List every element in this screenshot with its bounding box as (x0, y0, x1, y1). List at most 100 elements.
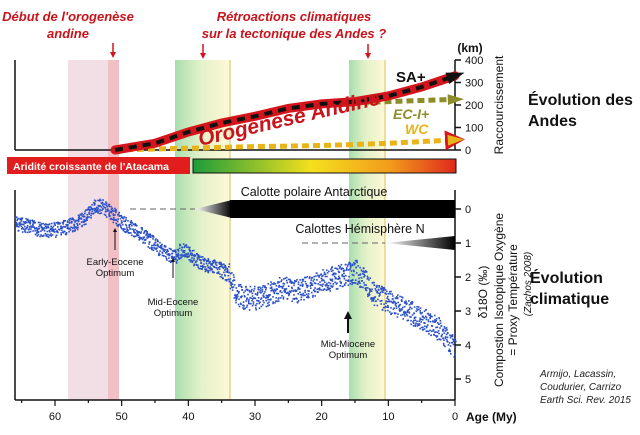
isotope-point (48, 223, 51, 225)
isotope-point (161, 251, 163, 254)
isotope-point (43, 227, 46, 229)
isotope-point (440, 335, 443, 337)
isotope-point (332, 269, 334, 272)
isotope-point (126, 230, 128, 233)
isotope-point (337, 264, 340, 267)
isotope-point (342, 267, 344, 270)
annotation-mid-miocene-line1: Mid-Miocene (321, 339, 375, 350)
isotope-point (191, 257, 193, 259)
isotope-point (258, 289, 260, 291)
isotope-point (121, 221, 123, 223)
isotope-point (325, 285, 327, 287)
isotope-point (251, 288, 253, 291)
isotope-point (37, 221, 40, 224)
isotope-point (372, 281, 374, 284)
isotope-point (438, 332, 440, 335)
isotope-point (26, 231, 29, 234)
isotope-point (340, 281, 342, 284)
isotope-point (371, 300, 373, 302)
isotope-point (74, 230, 76, 232)
isotope-point (134, 228, 137, 231)
isotope-point (88, 216, 90, 218)
isotope-point (235, 296, 237, 298)
isotope-point (171, 255, 173, 258)
isotope-point (454, 353, 456, 356)
isotope-point (187, 252, 189, 255)
isotope-point (57, 228, 60, 231)
isotope-point (17, 217, 20, 220)
isotope-point (178, 256, 180, 259)
isotope-point (268, 299, 271, 301)
isotope-point (115, 219, 118, 221)
isotope-point (203, 266, 205, 268)
isotope-point (378, 292, 381, 295)
isotope-point (143, 230, 146, 233)
isotope-point (370, 297, 373, 299)
isotope-point (64, 219, 66, 222)
isotope-point (122, 223, 124, 226)
isotope-point (434, 318, 436, 321)
isotope-point (418, 324, 421, 326)
isotope-point (261, 289, 264, 291)
isotope-point (32, 223, 34, 226)
isotope-point (82, 216, 85, 218)
isotope-point (332, 283, 335, 285)
y-tick-label-top: 0 (465, 145, 471, 157)
isotope-point (250, 302, 252, 305)
isotope-point (347, 269, 350, 271)
isotope-point (376, 291, 378, 294)
isotope-point (449, 334, 451, 337)
isotope-point (408, 311, 410, 313)
isotope-point (364, 271, 366, 273)
isotope-point (251, 295, 254, 297)
isotope-point (266, 296, 268, 299)
isotope-point (384, 306, 386, 309)
isotope-point (299, 279, 301, 281)
isotope-point (259, 287, 262, 290)
isotope-point (257, 300, 259, 302)
isotope-point (304, 289, 306, 292)
isotope-point (397, 294, 399, 296)
isotope-point (21, 231, 24, 233)
isotope-point (85, 209, 87, 211)
series-sa-line (110, 71, 460, 155)
isotope-point (230, 283, 233, 286)
isotope-point (412, 324, 415, 327)
isotope-point (37, 231, 40, 233)
isotope-point (16, 225, 19, 228)
isotope-point (220, 261, 222, 264)
isotope-point (24, 231, 27, 233)
isotope-point (156, 247, 158, 249)
isotope-point (149, 235, 151, 237)
isotope-point (255, 308, 257, 311)
isotope-point (81, 212, 83, 215)
isotope-point (51, 230, 53, 232)
isotope-point (224, 279, 227, 281)
credit-line1: Armijo, Lacassin, (540, 369, 617, 380)
isotope-point (326, 288, 329, 291)
isotope-point (171, 257, 174, 259)
isotope-point (117, 213, 120, 215)
isotope-point (413, 319, 415, 322)
isotope-point (387, 298, 390, 301)
isotope-point (43, 234, 45, 237)
isotope-point (245, 288, 248, 291)
isotope-point (431, 325, 434, 327)
isotope-point (405, 303, 408, 306)
isotope-point (62, 223, 64, 225)
isotope-point (269, 287, 272, 289)
isotope-point (354, 282, 357, 284)
isotope-point (386, 306, 388, 308)
isotope-point (96, 210, 98, 213)
isotope-point (208, 267, 211, 270)
isotope-point (450, 334, 452, 337)
isotope-point (307, 290, 309, 292)
isotope-point (180, 256, 183, 258)
isotope-point (81, 215, 84, 217)
isotope-point (235, 297, 237, 299)
isotope-point (174, 258, 177, 261)
isotope-point (345, 269, 348, 271)
isotope-point (415, 310, 418, 313)
isotope-point (110, 208, 113, 210)
isotope-point (419, 317, 422, 320)
